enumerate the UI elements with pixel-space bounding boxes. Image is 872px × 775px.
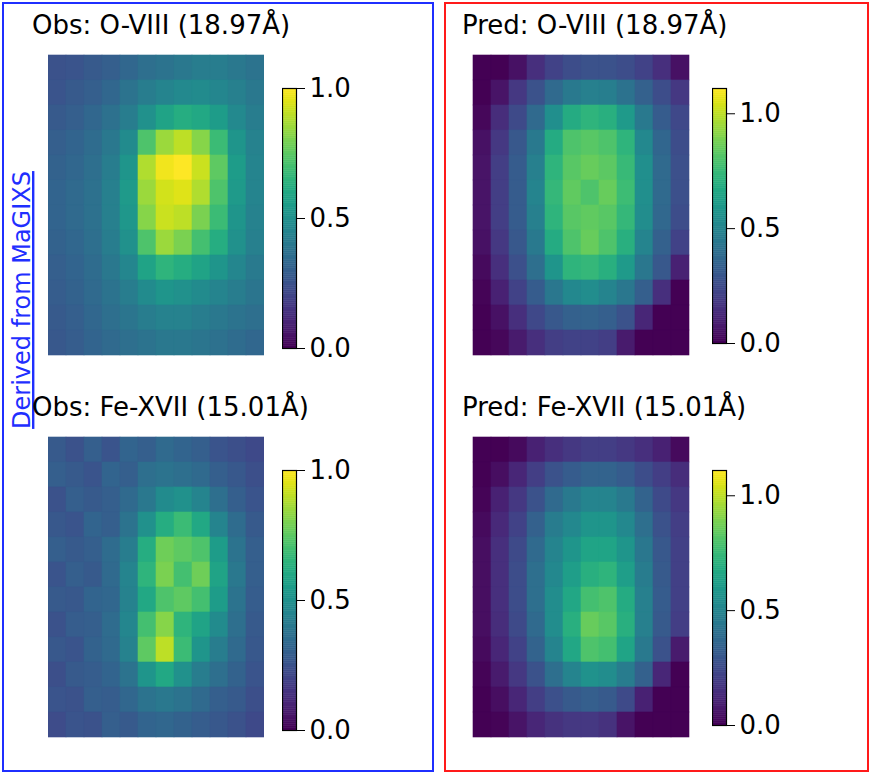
- svg-text:0.0: 0.0: [310, 333, 351, 363]
- svg-text:1.0: 1.0: [740, 98, 781, 128]
- svg-text:0.5: 0.5: [310, 585, 351, 615]
- svg-text:0.5: 0.5: [310, 203, 351, 233]
- html-text:Obs: O-VIII (18.97Å): Obs: O-VIII (18.97Å): [32, 10, 291, 40]
- svg-text:0.5: 0.5: [740, 595, 781, 625]
- svg-text:0.0: 0.0: [740, 328, 781, 358]
- html-text:Pred: O-VIII (18.97Å): Pred: O-VIII (18.97Å): [462, 10, 728, 40]
- svg-text:0.5: 0.5: [740, 213, 781, 243]
- svg-text:1.0: 1.0: [310, 455, 351, 485]
- svg-text:0.0: 0.0: [310, 715, 351, 745]
- svg-text:0.0: 0.0: [740, 710, 781, 740]
- svg-text:1.0: 1.0: [740, 480, 781, 510]
- svg-text:1.0: 1.0: [310, 73, 351, 103]
- svg-text:Derived from MaGIXS: Derived from MaGIXS: [8, 171, 36, 429]
- html-text:Obs: Fe-XVII (15.01Å): Obs: Fe-XVII (15.01Å): [32, 392, 309, 422]
- html-text:Pred: Fe-XVII (15.01Å): Pred: Fe-XVII (15.01Å): [462, 392, 747, 422]
